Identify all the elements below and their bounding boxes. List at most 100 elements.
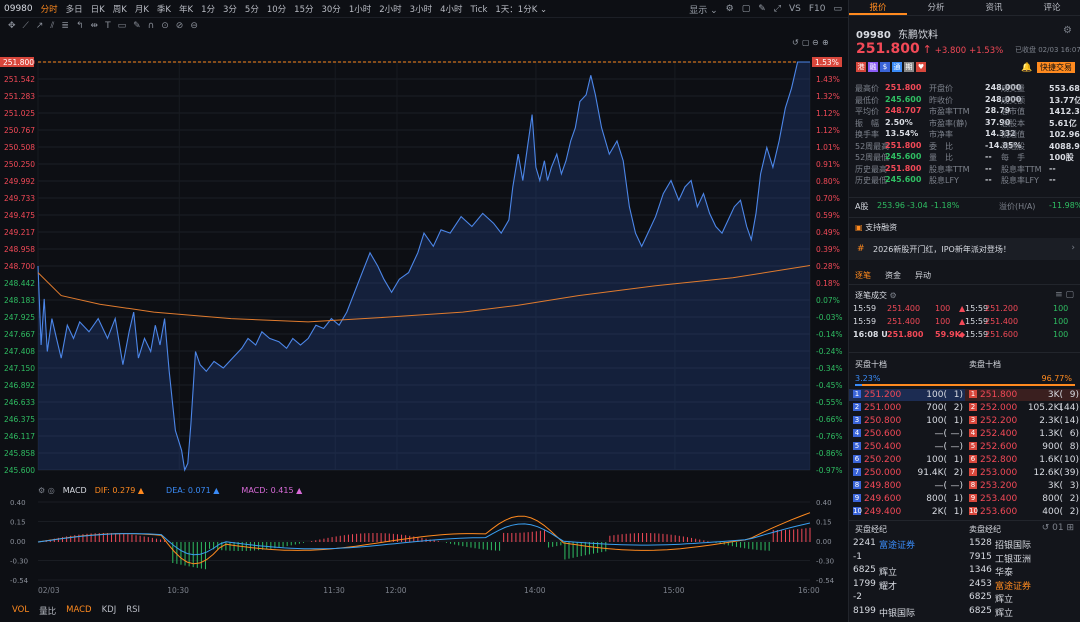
hide-icon[interactable]: ⊘ (175, 21, 184, 31)
zoom-control-icon[interactable]: ⊖ (812, 38, 819, 47)
fib-tool-icon[interactable]: ≣ (61, 21, 69, 31)
zoom-control-icon[interactable]: ▢ (802, 38, 810, 47)
promo-financing[interactable]: ▣ 支持融资 (855, 223, 898, 232)
alert-icon[interactable]: 🔔 (1021, 63, 1033, 73)
delete-icon[interactable]: ⊖ (190, 21, 198, 31)
ask-level[interactable]: 5 252.600 900(8) (965, 441, 1080, 453)
ask-level[interactable]: 10 253.600 400(2) (965, 506, 1080, 518)
ask-level[interactable]: 4 252.400 1.3K(6) (965, 428, 1080, 440)
ask-level[interactable]: 2 252.000 105.2K(144) (965, 402, 1080, 414)
indicator-tab[interactable]: VOL (12, 605, 30, 615)
indicator-tab[interactable]: KDJ (101, 605, 117, 615)
magnet-icon[interactable]: ∩ (147, 21, 155, 31)
lock-icon[interactable]: ⊙ (161, 21, 169, 31)
zoom-control-icon[interactable]: ↺ (792, 38, 799, 47)
indicator-tab[interactable]: RSI (126, 605, 141, 615)
chart-tool-item[interactable]: ⤢ (773, 4, 781, 14)
period-tab[interactable]: 月K (134, 4, 149, 15)
quote-settings-icon[interactable]: ⚙ (1063, 25, 1072, 36)
intraday-price-chart[interactable]: 251.800 1.53% 251.542 1.43% 251.283 1.32% 251.… (0, 35, 848, 480)
chart-tool-item[interactable]: ✎ (758, 4, 766, 14)
broker-name[interactable]: 工银亚洲 (995, 554, 1032, 565)
bid-level[interactable]: 8 249.800 —(—) (849, 480, 965, 492)
period-tab[interactable]: Tick (470, 4, 488, 15)
broker-name[interactable]: 耀才 (879, 581, 898, 592)
macd-settings-icon[interactable]: ⚙ ◎ (38, 485, 55, 495)
period-tab[interactable]: 30分 (321, 4, 341, 15)
detail-tab[interactable]: 异动 (915, 271, 931, 280)
bid-level[interactable]: 6 250.200 100(1) (849, 454, 965, 466)
broker-tools-icon[interactable]: ↺ 01 ⊞ (1041, 523, 1074, 533)
heart-icon[interactable]: ♥ (916, 62, 926, 72)
bid-level[interactable]: 2 251.000 700(2) (849, 402, 965, 414)
rect-tool-icon[interactable]: ▭ (117, 21, 127, 31)
measure-tool-icon[interactable]: ⇹ (90, 21, 99, 31)
detail-tab[interactable]: 资金 (885, 271, 901, 280)
period-tab[interactable]: 分时 (40, 4, 58, 15)
chart-tool-item[interactable]: ▢ (741, 4, 751, 14)
indicator-tab[interactable]: 量比 (39, 607, 57, 617)
bid-level[interactable]: 9 249.600 800(1) (849, 493, 965, 505)
period-tab[interactable]: 1分 (201, 4, 215, 15)
quote-tab[interactable]: 报价 (849, 0, 907, 15)
bid-level[interactable]: 5 250.400 —(—) (849, 441, 965, 453)
period-tab[interactable]: 多日 (65, 4, 83, 15)
broker-name[interactable]: 富途证券 (995, 581, 1032, 592)
ask-level[interactable]: 9 253.400 800(2) (965, 493, 1080, 505)
ask-level[interactable]: 6 252.800 1.6K(10) (965, 454, 1080, 466)
period-tab[interactable]: 年K (178, 4, 194, 15)
quote-tab[interactable]: 分析 (927, 3, 945, 13)
broker-name[interactable]: 辉立 (995, 608, 1014, 619)
bid-level[interactable]: 7 250.000 91.4K(2) (849, 467, 965, 479)
period-tab[interactable]: 周K (112, 4, 127, 15)
broker-name[interactable]: 富途证券 (879, 541, 916, 551)
broker-name[interactable]: 招银国际 (995, 541, 1032, 551)
a-share-row[interactable]: A股 253.96 -3.04 -1.18% 溢价(H/A) -11.98% (855, 201, 1080, 213)
ray-tool-icon[interactable]: ↗ (35, 21, 44, 31)
period-tab[interactable]: 5分 (244, 4, 259, 15)
channel-tool-icon[interactable]: ⫽ (50, 21, 55, 31)
broker-name[interactable]: 辉立 (879, 568, 898, 578)
period-tab[interactable]: 3分 (222, 4, 237, 15)
chart-tool-item[interactable]: VS (788, 4, 801, 14)
period-tab[interactable]: 3小时 (409, 4, 433, 15)
period-tab[interactable]: 日K (90, 4, 105, 15)
ask-level[interactable]: 1 251.800 3K(9) (965, 389, 1080, 401)
period-tab[interactable]: 季K (156, 4, 171, 15)
detail-tab[interactable]: 逐笔 (855, 271, 871, 280)
ticks-controls-icon[interactable]: ≡ ▢ (1055, 290, 1074, 300)
line-tool-icon[interactable]: ⟋ (22, 21, 29, 31)
brush-icon[interactable]: ✎ (133, 21, 141, 31)
broker-name[interactable]: 中银国际 (879, 608, 916, 619)
chart-tool-item[interactable]: ▭ (833, 4, 842, 14)
promo-banner[interactable]: #2026新股开门红，IPO新年派对登场！ › (849, 238, 1080, 260)
quote-tab[interactable]: 资讯 (985, 3, 1003, 13)
bid-level[interactable]: 1 251.200 100(1) (849, 389, 965, 401)
chart-tool-item[interactable]: ⚙ (725, 4, 734, 14)
broker-name[interactable]: 华泰 (995, 568, 1014, 578)
ask-level[interactable]: 3 252.200 2.3K(14) (965, 415, 1080, 427)
ask-level[interactable]: 7 253.000 12.6K(39) (965, 467, 1080, 479)
period-tab[interactable]: 15分 (294, 4, 314, 15)
ask-level[interactable]: 8 253.200 3K(3) (965, 480, 1080, 492)
quick-trade-button[interactable]: 快捷交易 (1037, 62, 1075, 73)
quote-tab[interactable]: 评论 (1043, 3, 1061, 13)
macd-chart[interactable]: 0.40 0.40 0.15 0.15 0.00 0.00 -0.30 -0.30 -0.54 -… (0, 496, 848, 586)
period-tab[interactable]: 10分 (266, 4, 287, 15)
broker-name[interactable]: 辉立 (995, 595, 1014, 605)
bid-level[interactable]: 3 250.800 100(1) (849, 415, 965, 427)
text-tool-icon[interactable]: T (105, 21, 111, 31)
bid-level[interactable]: 10 249.400 2K(1) (849, 506, 965, 518)
arrow-tool-icon[interactable]: ↰ (75, 21, 84, 31)
chart-tool-item[interactable]: F10 (808, 4, 826, 14)
indicator-tab[interactable]: MACD (66, 605, 92, 615)
period-tab[interactable]: 1小时 (348, 4, 372, 15)
chart-tool-item[interactable]: 显示 ⌄ (689, 5, 718, 16)
period-tab[interactable]: 1天：1分K ⌄ (495, 4, 548, 15)
zoom-control-icon[interactable]: ⊕ (822, 38, 829, 47)
period-tab[interactable]: 4小时 (440, 4, 463, 15)
bid-level[interactable]: 4 250.600 —(—) (849, 428, 965, 440)
crosshair-icon[interactable]: ✥ (8, 21, 16, 31)
period-tab[interactable]: 2小时 (379, 4, 402, 15)
macd-label[interactable]: MACD (62, 485, 87, 495)
